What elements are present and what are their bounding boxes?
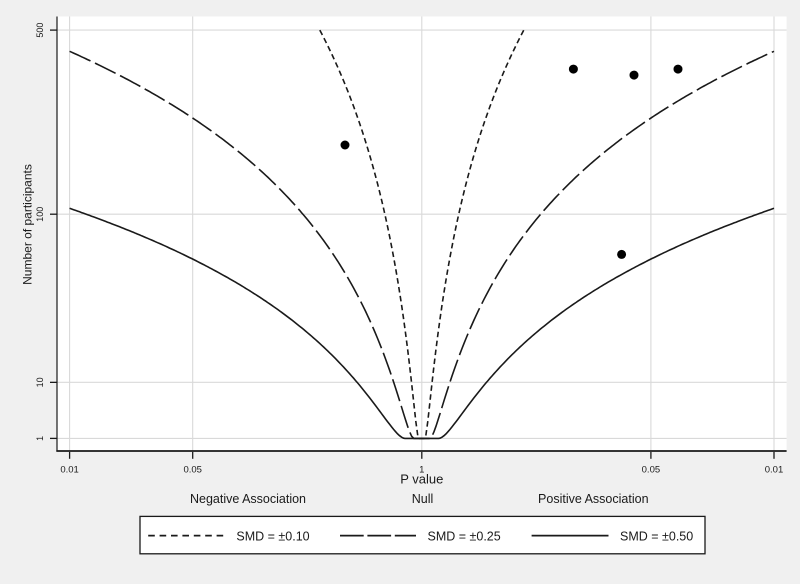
svg-text:Positive Association: Positive Association	[538, 492, 649, 506]
svg-text:0.01: 0.01	[765, 464, 784, 475]
svg-text:P value: P value	[400, 472, 443, 487]
svg-text:10: 10	[35, 377, 45, 387]
svg-text:0.05: 0.05	[183, 464, 202, 475]
svg-text:SMD = ±0.10: SMD = ±0.10	[236, 529, 309, 543]
svg-text:100: 100	[35, 207, 45, 222]
svg-text:1: 1	[35, 436, 45, 441]
svg-text:Null: Null	[412, 492, 434, 506]
svg-text:0.05: 0.05	[642, 464, 661, 475]
svg-text:1: 1	[419, 464, 424, 475]
svg-text:SMD = ±0.50: SMD = ±0.50	[620, 529, 693, 543]
svg-text:0.01: 0.01	[60, 464, 79, 475]
svg-text:500: 500	[35, 23, 45, 38]
svg-text:Negative Association: Negative Association	[190, 492, 306, 506]
svg-text:Number of participants: Number of participants	[21, 164, 35, 285]
svg-text:SMD = ±0.25: SMD = ±0.25	[428, 529, 501, 543]
